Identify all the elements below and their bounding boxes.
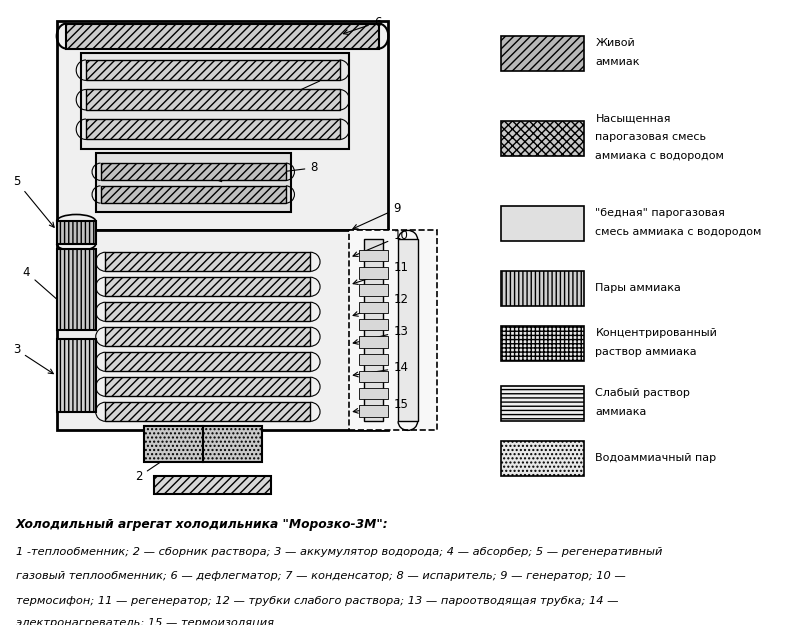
- Bar: [501, 206, 584, 241]
- Bar: [501, 121, 584, 156]
- Bar: [349, 231, 437, 431]
- Bar: [86, 89, 339, 110]
- Bar: [359, 250, 389, 261]
- Text: 1 -теплообменник; 2 — сборник раствора; 3 — аккумулятор водорода; 4 — абсорбер; : 1 -теплообменник; 2 — сборник раствора; …: [16, 547, 662, 557]
- Text: "бедная" парогазовая: "бедная" парогазовая: [596, 208, 726, 218]
- Bar: [359, 284, 389, 296]
- Text: 11: 11: [353, 261, 408, 284]
- Text: Насыщенная: Насыщенная: [596, 113, 671, 123]
- Text: Живой: Живой: [596, 38, 635, 48]
- Bar: [359, 302, 389, 313]
- Text: 10: 10: [353, 229, 408, 256]
- Bar: [364, 239, 384, 421]
- Bar: [57, 221, 96, 244]
- Bar: [57, 231, 389, 431]
- Text: 1: 1: [216, 484, 269, 497]
- Bar: [359, 406, 389, 417]
- Bar: [359, 336, 389, 348]
- Bar: [501, 441, 584, 476]
- Text: 3: 3: [13, 343, 53, 374]
- Bar: [501, 386, 584, 421]
- Text: Водоаммиачный пар: Водоаммиачный пар: [596, 453, 717, 463]
- Bar: [86, 119, 339, 139]
- Bar: [101, 163, 286, 181]
- Bar: [57, 249, 96, 331]
- Bar: [96, 153, 291, 213]
- Bar: [359, 371, 389, 382]
- Bar: [359, 388, 389, 399]
- Bar: [203, 426, 262, 462]
- Bar: [105, 278, 310, 296]
- Text: парогазовая смесь: парогазовая смесь: [596, 132, 707, 142]
- Text: аммиака с водородом: аммиака с водородом: [596, 151, 724, 161]
- Text: 5: 5: [13, 175, 54, 228]
- Text: Концентрированный: Концентрированный: [596, 328, 717, 338]
- Text: 6: 6: [343, 16, 381, 34]
- Text: термосифон; 11 — регенератор; 12 — трубки слабого раствора; 13 — пароотводящая т: термосифон; 11 — регенератор; 12 — трубк…: [16, 596, 619, 606]
- Text: 15: 15: [354, 398, 408, 413]
- Bar: [105, 302, 310, 321]
- Bar: [105, 352, 310, 371]
- Bar: [359, 354, 389, 365]
- Text: раствор аммиака: раствор аммиака: [596, 347, 697, 357]
- Text: 9: 9: [353, 202, 400, 229]
- Text: электронагреватель; 15 — термоизоляция: электронагреватель; 15 — термоизоляция: [16, 618, 274, 625]
- Bar: [501, 271, 584, 306]
- Bar: [144, 426, 203, 462]
- Bar: [105, 253, 310, 271]
- Text: 2: 2: [135, 456, 170, 483]
- Bar: [398, 239, 418, 421]
- Text: 7: 7: [265, 71, 332, 106]
- Bar: [501, 326, 584, 361]
- Bar: [501, 36, 584, 71]
- Text: смесь аммиака с водородом: смесь аммиака с водородом: [596, 227, 762, 237]
- Bar: [359, 319, 389, 331]
- Bar: [155, 476, 271, 494]
- Text: 13: 13: [353, 325, 408, 344]
- Text: 4: 4: [22, 266, 63, 305]
- Text: Холодильный агрегат холодильника "Морозко-3М":: Холодильный агрегат холодильника "Морозк…: [16, 518, 389, 531]
- Bar: [105, 328, 310, 346]
- Bar: [81, 53, 349, 149]
- Bar: [86, 60, 339, 81]
- Text: Пары аммиака: Пары аммиака: [596, 283, 681, 293]
- Bar: [105, 402, 310, 421]
- Bar: [57, 21, 389, 231]
- Text: 8: 8: [216, 161, 318, 182]
- Text: аммиак: аммиак: [596, 57, 640, 67]
- Bar: [359, 268, 389, 279]
- Bar: [57, 339, 96, 412]
- Text: аммиака: аммиака: [596, 407, 647, 417]
- Bar: [101, 186, 286, 203]
- Bar: [67, 24, 378, 49]
- Text: 14: 14: [354, 361, 408, 377]
- Text: Слабый раствор: Слабый раствор: [596, 388, 690, 398]
- Text: газовый теплообменник; 6 — дефлегматор; 7 — конденсатор; 8 — испаритель; 9 — ген: газовый теплообменник; 6 — дефлегматор; …: [16, 571, 626, 581]
- Text: 12: 12: [353, 293, 408, 316]
- Bar: [105, 378, 310, 396]
